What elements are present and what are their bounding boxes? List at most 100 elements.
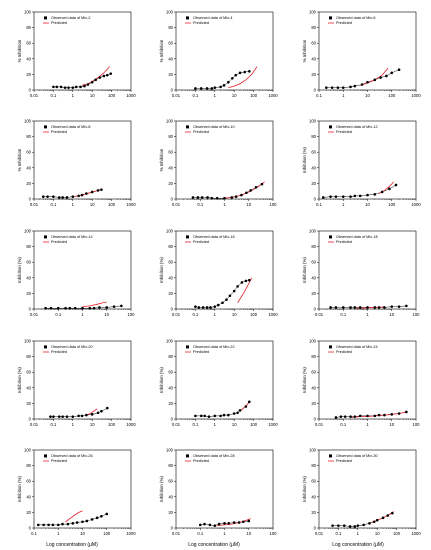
legend-predicted-label: Predicted [51, 350, 67, 354]
panel-frame [33, 11, 132, 91]
legend-observed-marker [186, 345, 189, 349]
y-tick-label: 60 [311, 479, 316, 484]
y-axis-label: Inhibition (%) [159, 476, 164, 502]
legend-observed-marker [329, 125, 332, 129]
observed-point [46, 195, 49, 198]
x-tick-label: 10 [232, 93, 237, 98]
observed-point [238, 409, 242, 412]
observed-point [383, 413, 386, 417]
y-tick-label: 0 [314, 526, 317, 531]
x-tick-label: 1000 [411, 93, 421, 98]
observed-point [362, 523, 365, 527]
observed-line [195, 401, 250, 417]
y-axis-label: % Inhibition [159, 39, 164, 62]
x-tick-label: 100 [108, 93, 116, 98]
observed-point [341, 306, 345, 309]
observed-point [348, 525, 352, 528]
observed-point [232, 289, 236, 293]
figure-xlabel-right: Log concentration (μM) [332, 542, 384, 548]
observed-point [65, 415, 69, 418]
observed-point [366, 193, 369, 197]
observed-point [36, 523, 40, 527]
legend-predicted-label: Predicted [336, 130, 352, 134]
y-tick-label: 80 [311, 354, 316, 359]
observed-point [334, 306, 338, 309]
observed-point [61, 196, 64, 199]
y-tick-label: 100 [309, 119, 317, 124]
x-tick-label: 0.1 [335, 531, 341, 536]
observed-point [360, 83, 364, 86]
y-tick-label: 100 [166, 119, 174, 124]
panel-2: 0 20 40 60 80 100 0.01 0.1 1 10 100 1000 % Inhibitio… [159, 10, 278, 99]
x-tick-label: 0.1 [340, 422, 346, 427]
legend-observed-label: Observed data of Mix-30 [336, 454, 378, 458]
observed-point [44, 306, 47, 310]
legend-predicted-label: Predicted [51, 240, 67, 244]
legend-observed-marker [44, 345, 47, 349]
observed-point [349, 85, 352, 89]
observed-point [247, 69, 251, 73]
observed-point [98, 306, 101, 309]
y-tick-label: 80 [311, 25, 316, 30]
y-tick-label: 20 [26, 72, 31, 77]
observed-point [375, 518, 379, 522]
y-tick-label: 60 [168, 260, 173, 265]
legend-predicted-label: Predicted [51, 130, 67, 134]
y-tick-label: 60 [26, 150, 31, 155]
y-tick-label: 100 [166, 448, 174, 453]
x-tick-label: 1 [72, 422, 75, 427]
x-tick-label: 1000 [268, 422, 278, 427]
x-tick-label: 0.01 [30, 93, 39, 98]
y-tick-label: 20 [168, 72, 173, 77]
observed-point [405, 304, 408, 308]
observed-point [200, 196, 204, 199]
legend-observed-label: Observed data of Mix-6 [336, 16, 375, 20]
observed-point [71, 415, 75, 418]
observed-point [377, 413, 381, 417]
y-tick-label: 40 [311, 275, 316, 280]
x-tick-label: 10 [80, 531, 85, 536]
x-tick-label: 0.01 [30, 312, 39, 317]
legend-observed-label: Observed data of Mix-10 [193, 125, 235, 129]
observed-point [83, 84, 86, 88]
observed-point [73, 306, 77, 310]
legend-predicted-label: Predicted [336, 240, 352, 244]
x-tick-label: 1 [214, 93, 217, 98]
y-tick-label: 40 [26, 275, 31, 280]
observed-point [353, 84, 357, 88]
observed-point [366, 414, 369, 418]
y-tick-label: 100 [309, 229, 317, 234]
x-tick-label: 0.01 [315, 531, 324, 536]
x-tick-label: 0.1 [316, 202, 322, 207]
y-tick-label: 0 [314, 307, 317, 312]
observed-point [79, 85, 82, 89]
y-tick-label: 0 [29, 307, 32, 312]
panel-frame [33, 340, 132, 420]
x-tick-label: 0.1 [340, 312, 346, 317]
x-tick-label: 1000 [268, 93, 278, 98]
observed-point [85, 519, 89, 523]
legend-predicted-label: Predicted [336, 350, 352, 354]
x-tick-label: 1000 [268, 312, 278, 317]
y-tick-label: 40 [26, 385, 31, 390]
y-tick-label: 0 [29, 197, 32, 202]
legend-predicted-label: Predicted [193, 130, 209, 134]
x-tick-label: 10 [232, 312, 237, 317]
observed-point [234, 195, 238, 198]
panel-4: 0 20 40 60 80 100 0.01 0.1 1 10 100 1000 % Inhibitio… [17, 119, 136, 208]
x-tick-label: 0.01 [315, 422, 324, 427]
observed-point [237, 521, 241, 524]
y-tick-label: 60 [168, 479, 173, 484]
observed-point [85, 192, 88, 195]
observed-point [85, 413, 88, 417]
observed-point [67, 86, 70, 89]
legend-predicted-label: Predicted [193, 240, 209, 244]
x-tick-label: 100 [250, 422, 258, 427]
x-tick-label: 0.1 [31, 531, 37, 536]
observed-point [66, 522, 70, 526]
y-axis-label: Inhibition (%) [302, 367, 307, 393]
observed-point [81, 306, 84, 310]
observed-point [98, 76, 102, 79]
observed-point [105, 406, 109, 410]
y-axis-label: Inhibition (%) [17, 476, 22, 502]
